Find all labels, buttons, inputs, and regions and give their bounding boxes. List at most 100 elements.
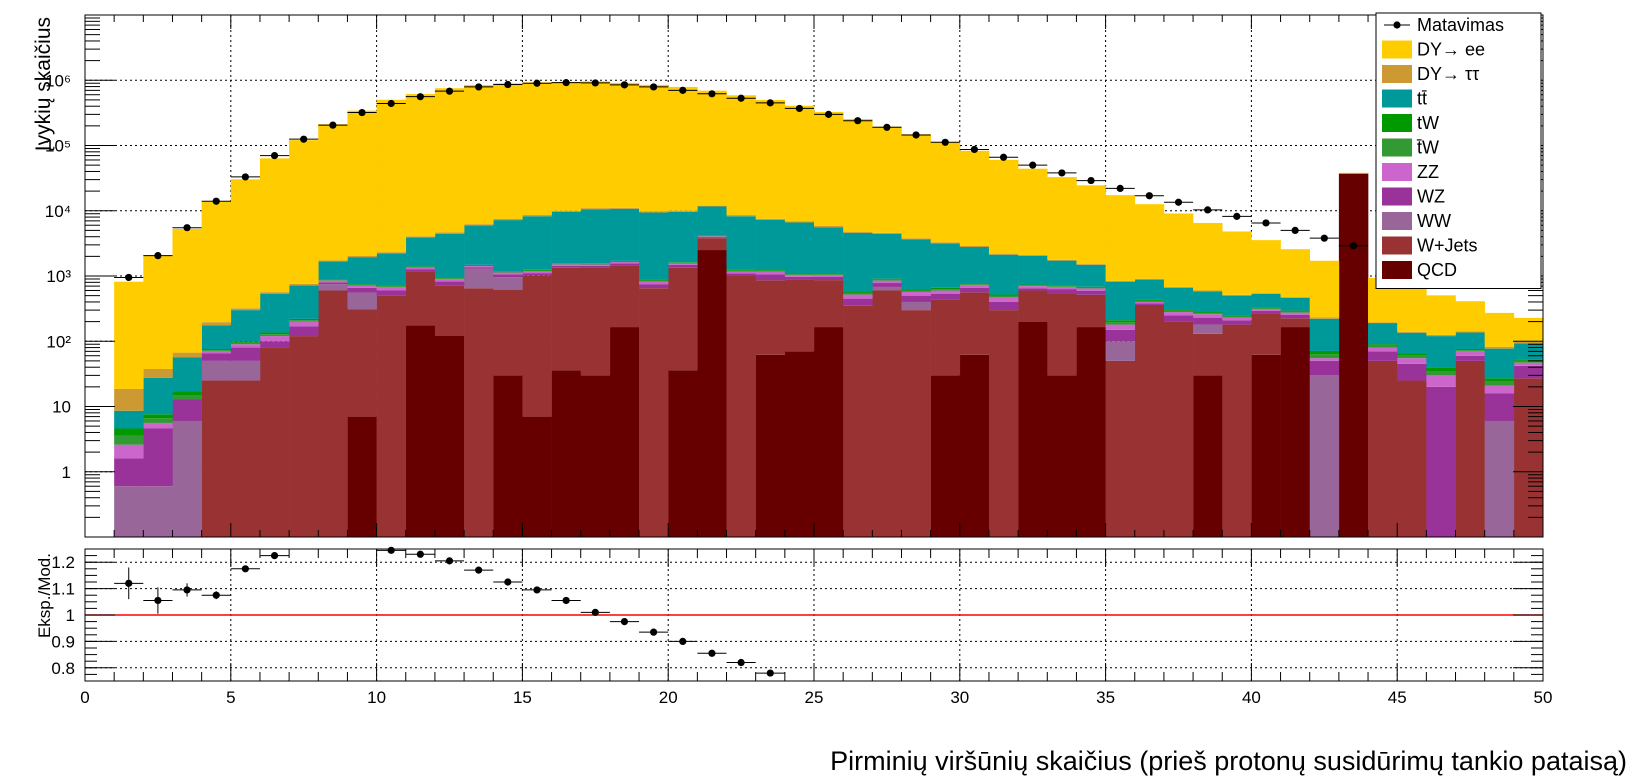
bar-5-41 [1309,354,1340,359]
ratio-point-18 [737,658,745,667]
data-point-25 [854,117,862,125]
bar-7-29 [959,247,990,283]
x-axis-label: Pirminių viršūnių skaičius (prieš proton… [830,746,1627,776]
bar-6-46 [1455,349,1485,351]
bar-1-20 [697,238,727,251]
legend-swatch [1382,261,1412,279]
bar-2-4 [230,360,261,381]
bar-4-34 [1105,324,1136,330]
bar-1-13 [493,290,523,376]
bar-8-13 [493,218,523,221]
bar-2-47 [1484,420,1515,537]
bar-7-11 [434,233,465,278]
bar-8-5 [259,292,290,294]
bar-6-31 [1018,284,1048,286]
bar-7-20 [697,206,727,236]
bar-4-7 [318,280,348,283]
data-point-39 [1262,219,1270,227]
bar-6-24 [814,273,844,275]
bar-8-2 [172,352,202,358]
bar-4-13 [493,272,523,275]
bar-1-3 [201,380,232,537]
bar-9-37 [1193,222,1223,291]
bar-9-45 [1426,295,1456,335]
bar-9-27 [901,134,931,239]
bar-5-48 [1513,360,1544,363]
data-point-16 [591,79,599,87]
bar-7-38 [1222,295,1252,316]
bar-9-26 [872,126,902,233]
x-tick-label: 20 [659,688,678,707]
x-tick-label: 40 [1242,688,1261,707]
data-point-9 [387,99,395,108]
bar-6-27 [901,289,931,291]
bar-9-40 [1280,249,1311,298]
bar-6-43 [1368,344,1398,346]
legend-label: QCD [1417,260,1457,280]
bar-9-12 [464,84,494,225]
bar-8-48 [1513,341,1544,344]
bar-8-29 [959,246,990,248]
bar-9-11 [434,88,465,233]
bar-3-30 [988,301,1019,311]
legend-swatch [1382,40,1412,59]
legend-swatch [1382,236,1412,255]
ratio-point-17 [708,649,716,657]
bar-0-29 [959,354,990,537]
data-point-40 [1291,226,1299,234]
bar-5-17 [609,261,640,263]
bar-4-19 [668,263,698,265]
bar-7-32 [1047,260,1077,286]
x-tick-label: 45 [1388,688,1407,707]
bar-9-39 [1251,240,1281,294]
bar-7-39 [1251,293,1281,308]
bar-4-9 [376,287,407,291]
bar-8-15 [551,210,582,212]
bar-3-27 [901,295,931,302]
bar-0-16 [580,375,611,537]
bar-9-1 [143,255,173,369]
bar-7-23 [784,222,815,274]
bar-8-34 [1105,280,1136,282]
bar-6-5 [259,332,290,335]
bar-1-32 [1047,293,1077,376]
bar-2-41 [1309,375,1340,537]
bar-7-13 [493,220,523,272]
bar-6-35 [1134,299,1165,301]
bar-6-19 [668,262,698,263]
bar-6-15 [551,263,582,264]
bar-9-10 [405,94,436,237]
bar-1-27 [901,310,931,537]
legend-marker [1393,21,1401,29]
bar-4-16 [580,264,611,266]
bar-6-3 [201,349,232,351]
bar-3-24 [814,277,844,281]
bar-5-11 [434,278,465,280]
legend-label: WW [1417,211,1451,231]
bar-9-44 [1397,287,1427,332]
legend-label: tW [1417,113,1439,133]
bar-4-30 [988,297,1019,302]
bar-4-22 [755,271,786,275]
bar-7-6 [289,285,319,319]
bar-7-19 [668,211,698,263]
bar-5-3 [201,350,232,352]
bar-4-28 [930,290,961,294]
bar-1-34 [1105,360,1136,537]
bar-4-29 [959,284,990,288]
bar-8-37 [1193,290,1223,292]
legend-swatch [1382,212,1412,230]
bar-6-11 [434,277,465,279]
bar-5-16 [580,263,611,265]
data-point-0 [125,273,133,282]
bar-5-28 [930,289,961,291]
bar-4-6 [289,321,319,327]
bar-8-43 [1368,322,1398,324]
bar-8-25 [843,231,873,233]
bar-4-12 [464,266,494,268]
bar-8-23 [784,221,815,223]
bar-1-11 [434,285,465,336]
bar-8-38 [1222,294,1252,296]
ratio-point-8 [445,557,454,565]
bar-5-22 [755,270,786,272]
